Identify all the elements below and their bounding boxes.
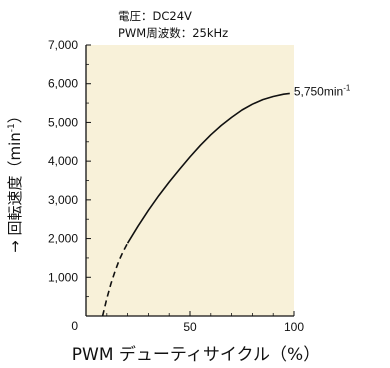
- series-lines: [101, 92, 290, 317]
- origin-label: 0: [71, 319, 78, 333]
- y-tick-label: 6,000: [48, 77, 78, 91]
- plot-area: [86, 45, 294, 316]
- y-tick-label: 4,000: [48, 154, 78, 168]
- series-line-solid: [126, 92, 290, 244]
- condition-pwm-frequency: PWM周波数：25kHz: [118, 26, 228, 40]
- y-tick-label: 2,000: [48, 232, 78, 246]
- y-tick-label: 7,000: [48, 38, 78, 52]
- condition-voltage: 電圧：DC24V: [118, 9, 192, 23]
- y-tick-label: 1,000: [48, 270, 78, 284]
- end-value-annotation: 5,750min-1: [294, 83, 351, 98]
- x-tick-label: 50: [183, 320, 197, 334]
- x-axis-ticks: 50 100: [106, 311, 304, 334]
- x-tick-label: 100: [284, 320, 304, 334]
- y-axis-ticks: 1,000 2,000 3,000 4,000 5,000 6,000 7,000 0: [48, 38, 91, 333]
- x-axis-label: PWM デューティサイクル（%）: [72, 344, 320, 365]
- y-tick-label: 5,000: [48, 115, 78, 129]
- y-tick-label: 3,000: [48, 193, 78, 207]
- conditions-block: 電圧：DC24V PWM周波数：25kHz: [118, 9, 228, 40]
- y-axis-label: → 回転速度（min-1）: [6, 108, 24, 253]
